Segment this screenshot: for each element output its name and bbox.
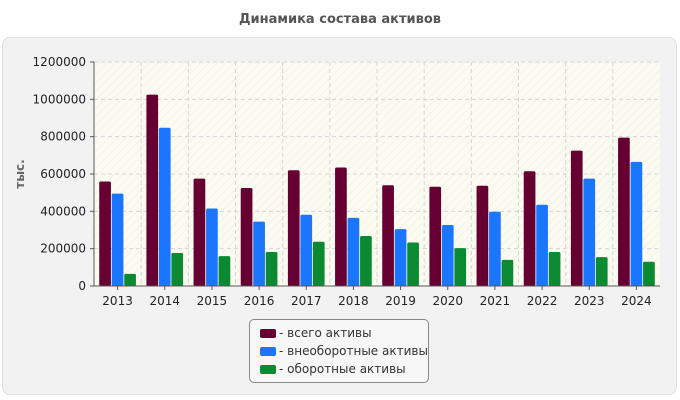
bar-2014-1	[146, 94, 159, 287]
bar-2024-1	[618, 137, 630, 286]
bar-2022-3	[548, 252, 561, 286]
bar-2013-3	[124, 273, 136, 286]
x-tick-label: 2022	[527, 294, 558, 308]
x-tick-label: 2021	[480, 294, 511, 308]
bar-2019-1	[382, 185, 394, 286]
bar-2016-2	[253, 221, 265, 286]
bar-2018-3	[360, 235, 372, 286]
y-tick-label: 400000	[40, 204, 86, 218]
bar-2023-1	[570, 150, 583, 286]
x-tick-label: 2017	[291, 294, 322, 308]
y-tick-label: 200000	[40, 242, 86, 256]
x-tick-label: 2016	[244, 294, 275, 308]
bar-2013-1	[99, 181, 111, 286]
bar-2022-1	[523, 171, 536, 286]
bar-2013-2	[111, 193, 124, 286]
bar-2022-2	[536, 204, 548, 286]
bar-2015-1	[193, 178, 206, 286]
y-axis-label: тыс.	[13, 159, 27, 188]
legend: - всего активы - внеоборотные активы - о…	[249, 319, 429, 383]
bar-2021-3	[501, 259, 514, 286]
legend-label-total: - всего активы	[279, 326, 372, 340]
bar-2023-3	[595, 257, 608, 286]
x-tick-label: 2013	[102, 294, 133, 308]
y-tick-label: 800000	[40, 130, 86, 144]
y-tick-label: 1000000	[33, 92, 86, 106]
bar-2020-2	[441, 224, 454, 286]
bar-2017-1	[287, 170, 300, 286]
legend-item-noncurrent: - внеоборотные активы	[250, 342, 428, 360]
bar-2017-2	[300, 214, 313, 286]
y-tick-label: 600000	[40, 167, 86, 181]
x-tick-label: 2018	[338, 294, 369, 308]
bar-2024-3	[643, 261, 655, 286]
bar-2018-2	[347, 217, 360, 286]
grid-lines	[94, 61, 660, 286]
bar-2019-3	[407, 242, 419, 286]
bar-2017-3	[312, 241, 325, 286]
x-tick-label: 2024	[621, 294, 652, 308]
bar-2021-2	[489, 211, 501, 286]
bar-2019-2	[394, 229, 407, 286]
y-tick-label: 0	[78, 279, 86, 293]
axes: 0 200000 400000 600000 800000 1000000 1200000 2…	[33, 55, 660, 308]
legend-label-noncurrent: - внеоборотные активы	[279, 344, 428, 358]
y-tick-label: 1200000	[33, 55, 86, 69]
legend-swatch-noncurrent	[260, 346, 276, 356]
x-tick-label: 2023	[574, 294, 605, 308]
legend-item-current: - оборотные активы	[250, 360, 428, 378]
bar-2023-2	[583, 178, 596, 286]
x-tick-label: 2015	[197, 294, 228, 308]
bars	[99, 94, 655, 287]
legend-swatch-current	[260, 364, 276, 374]
x-tick-label: 2014	[149, 294, 180, 308]
bar-2015-2	[206, 208, 218, 286]
bar-2020-1	[429, 186, 442, 286]
bar-2018-1	[335, 167, 347, 286]
bar-2014-3	[171, 252, 184, 286]
x-tick-label: 2020	[432, 294, 463, 308]
bar-2015-3	[218, 256, 231, 286]
bar-2020-3	[454, 248, 467, 286]
bar-2024-2	[630, 161, 643, 286]
bar-2021-1	[476, 185, 489, 286]
legend-swatch-total	[260, 328, 276, 338]
legend-item-total: - всего активы	[250, 324, 428, 342]
chart-title: Динамика состава активов	[238, 12, 442, 27]
bar-2016-3	[265, 252, 278, 286]
x-tick-label: 2019	[385, 294, 416, 308]
bar-2016-1	[240, 188, 253, 286]
bar-2014-2	[158, 127, 171, 286]
legend-label-current: - оборотные активы	[279, 362, 406, 376]
